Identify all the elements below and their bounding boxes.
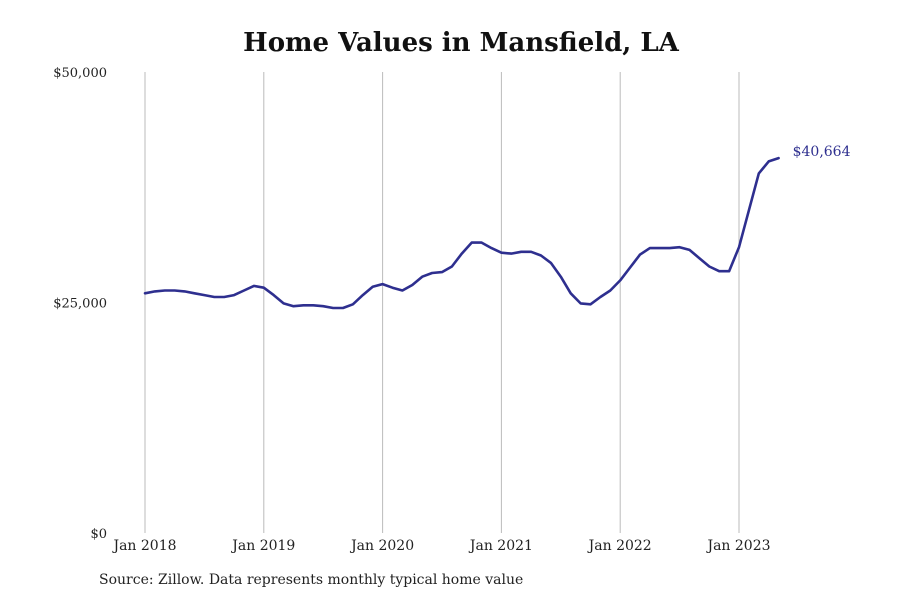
y-tick-label: $0 bbox=[90, 527, 107, 542]
series-line bbox=[143, 156, 780, 310]
series-layer bbox=[143, 156, 780, 310]
gridlines bbox=[144, 72, 740, 533]
y-axis-ticks: $0 $25,000 $50,000 bbox=[53, 66, 107, 542]
x-tick-label: Jan 2022 bbox=[587, 538, 652, 554]
chart-title: Home Values in Mansfield, LA bbox=[243, 28, 679, 58]
x-tick-label: Jan 2023 bbox=[705, 538, 770, 554]
x-axis-ticks: Jan 2018 Jan 2019 Jan 2020 Jan 2021 Jan 2022… bbox=[111, 538, 770, 554]
y-tick-label: $25,000 bbox=[53, 297, 107, 312]
source-note: Source: Zillow. Data represents monthly … bbox=[99, 572, 524, 588]
x-tick-label: Jan 2018 bbox=[111, 538, 176, 554]
end-value-label: $40,664 bbox=[793, 144, 851, 160]
y-tick-label: $50,000 bbox=[53, 66, 107, 81]
x-tick-label: Jan 2021 bbox=[468, 538, 533, 554]
annotation-layer: $40,664 bbox=[793, 144, 851, 160]
x-tick-label: Jan 2019 bbox=[230, 538, 295, 554]
x-tick-label: Jan 2020 bbox=[349, 538, 414, 554]
